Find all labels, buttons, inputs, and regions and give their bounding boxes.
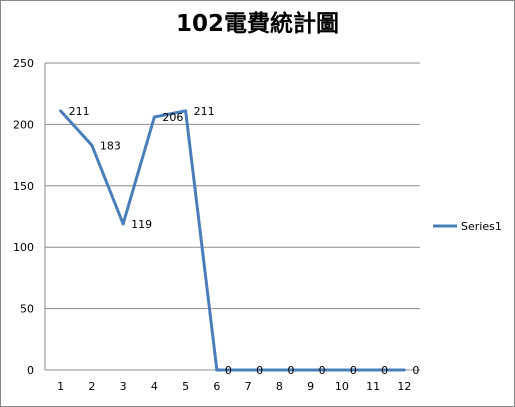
data-point (59, 109, 63, 113)
data-label: 211 (69, 105, 90, 118)
data-point (277, 368, 281, 372)
series-line (59, 109, 405, 372)
y-tick-label: 200 (13, 118, 34, 131)
chart-title: 102電費統計圖 (175, 11, 339, 37)
y-tick-label: 0 (27, 364, 34, 377)
data-label: 0 (381, 364, 388, 377)
data-label: 211 (194, 105, 215, 118)
data-point (371, 368, 375, 372)
data-point (215, 368, 219, 372)
x-tick-label: 8 (276, 380, 283, 393)
x-tick-label: 12 (397, 380, 411, 393)
data-point (184, 109, 188, 113)
x-tick-label: 4 (151, 380, 158, 393)
data-point (402, 368, 406, 372)
data-point (340, 368, 344, 372)
y-tick-label: 250 (13, 57, 34, 70)
data-label: 0 (256, 364, 263, 377)
y-tick-label: 100 (13, 241, 34, 254)
x-tick-label: 3 (120, 380, 127, 393)
x-tick-label: 6 (213, 380, 220, 393)
data-label: 0 (225, 364, 232, 377)
data-point (152, 115, 156, 119)
x-tick-label: 1 (57, 380, 64, 393)
data-point (246, 368, 250, 372)
data-label: 183 (100, 139, 121, 152)
legend-label: Series1 (461, 220, 502, 233)
data-label: 0 (319, 364, 326, 377)
y-tick-label: 50 (20, 303, 34, 316)
x-tick-label: 7 (245, 380, 252, 393)
data-label: 0 (412, 364, 419, 377)
data-label: 0 (287, 364, 294, 377)
data-label: 0 (350, 364, 357, 377)
x-tick-label: 9 (307, 380, 314, 393)
data-label: 206 (162, 111, 183, 124)
data-label: 119 (131, 218, 152, 231)
y-tick-label: 150 (13, 180, 34, 193)
x-tick-label: 5 (182, 380, 189, 393)
x-tick-label: 11 (366, 380, 380, 393)
data-point (121, 222, 125, 226)
x-tick-label: 2 (88, 380, 95, 393)
data-point (90, 143, 94, 147)
data-point (309, 368, 313, 372)
x-tick-label: 10 (335, 380, 349, 393)
